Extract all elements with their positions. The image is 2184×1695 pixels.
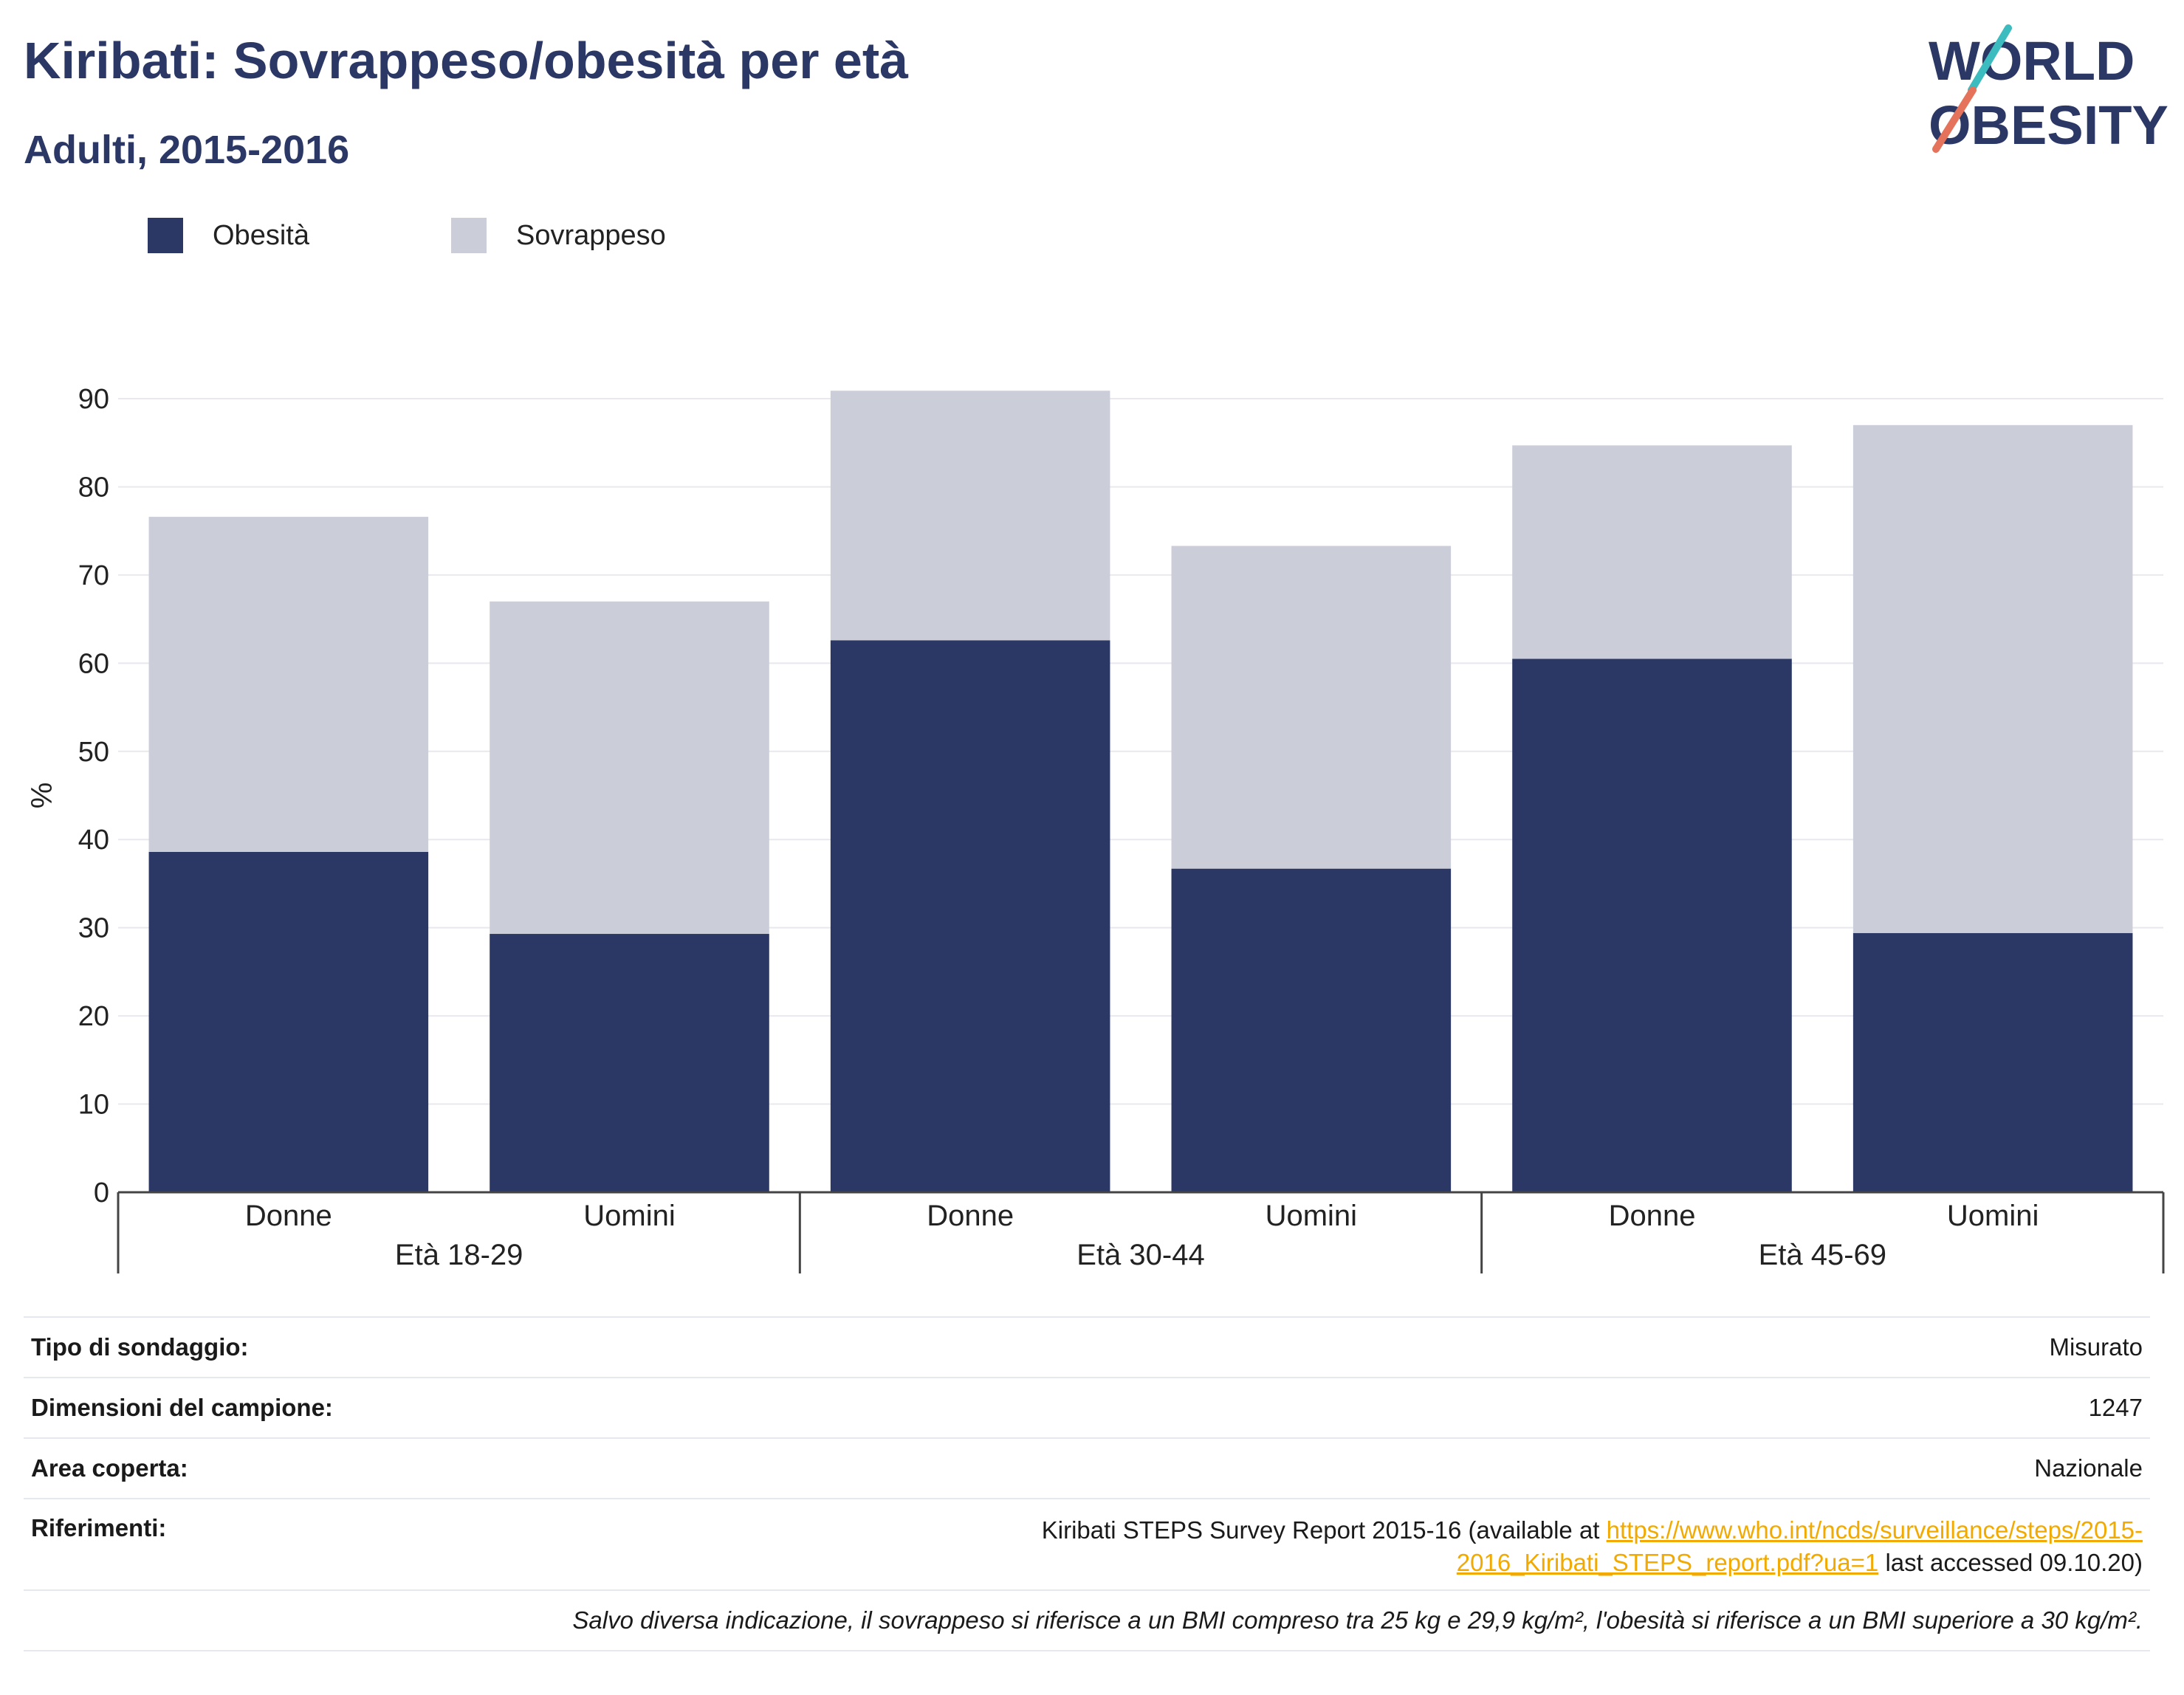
page-title: Kiribati: Sovrappeso/obesità per età xyxy=(24,32,909,89)
bar-obesity xyxy=(148,851,429,1192)
y-tick-label: 70 xyxy=(78,560,109,591)
y-axis-label: % xyxy=(26,783,58,809)
y-tick-label: 30 xyxy=(78,913,109,944)
y-tick-label: 10 xyxy=(78,1090,109,1121)
sample-size-label: Dimensioni del campione: xyxy=(24,1377,481,1438)
bar-obesity xyxy=(1512,659,1792,1192)
bar-overweight xyxy=(1852,424,2133,933)
references-suffix: last accessed 09.10.20) xyxy=(1878,1549,2143,1576)
info-row-note: Salvo diversa indicazione, il sovrappeso… xyxy=(24,1589,2150,1651)
y-tick-label: 60 xyxy=(78,648,109,679)
legend-swatch-obesity xyxy=(148,218,183,253)
bar-obesity xyxy=(1171,868,1452,1192)
info-row-area: Area coperta: Nazionale xyxy=(24,1437,2150,1499)
bar-obesity xyxy=(830,640,1110,1192)
y-tick-label: 90 xyxy=(78,384,109,415)
y-tick-label: 40 xyxy=(78,825,109,856)
bar-obesity xyxy=(490,934,769,1192)
x-group-label: Età 45-69 xyxy=(1759,1239,1886,1271)
info-row-survey-type: Tipo di sondaggio: Misurato xyxy=(24,1316,2150,1378)
survey-type-value: Misurato xyxy=(481,1316,2150,1378)
legend-label-obesity: Obesità xyxy=(213,219,309,251)
legend-item-obesity[interactable]: Obesità xyxy=(148,218,309,253)
legend-swatch-overweight xyxy=(451,218,487,253)
survey-type-label: Tipo di sondaggio: xyxy=(24,1316,481,1378)
y-tick-label: 80 xyxy=(78,472,109,503)
bar-overweight xyxy=(490,601,769,935)
svg-text:WORLD: WORLD xyxy=(1929,30,2135,92)
references-label: Riferimenti: xyxy=(24,1498,481,1590)
y-tick-label: 0 xyxy=(94,1177,109,1208)
area-label: Area coperta: xyxy=(24,1437,481,1499)
x-tick-label: Donne xyxy=(1609,1200,1696,1232)
info-row-sample-size: Dimensioni del campione: 1247 xyxy=(24,1377,2150,1438)
references-prefix: Kiribati STEPS Survey Report 2015-16 (av… xyxy=(1041,1516,1607,1544)
y-tick-label: 20 xyxy=(78,1001,109,1032)
x-tick-label: Uomini xyxy=(1947,1200,2039,1232)
legend-label-overweight: Sovrappeso xyxy=(516,219,666,251)
legend-item-overweight[interactable]: Sovrappeso xyxy=(451,218,666,253)
sample-size-value: 1247 xyxy=(481,1377,2150,1438)
bar-overweight xyxy=(1171,546,1452,869)
area-value: Nazionale xyxy=(481,1437,2150,1499)
bmi-definition-note: Salvo diversa indicazione, il sovrappeso… xyxy=(24,1589,2150,1651)
references-text: Kiribati STEPS Survey Report 2015-16 (av… xyxy=(489,1514,2143,1579)
bar-overweight xyxy=(1512,445,1792,659)
bar-obesity xyxy=(1852,932,2133,1192)
bar-overweight xyxy=(830,391,1110,641)
y-tick-label: 50 xyxy=(78,737,109,768)
bar-overweight xyxy=(148,517,429,852)
x-tick-label: Donne xyxy=(245,1200,332,1232)
world-obesity-logo: WORLD OBESITY xyxy=(1929,24,2168,155)
x-tick-label: Uomini xyxy=(583,1200,675,1232)
x-group-label: Età 30-44 xyxy=(1076,1239,1204,1271)
bar-chart: 0 10 20 30 40 50 60 70 80 90% Donne Uomini Donne Uomi… xyxy=(26,384,2165,1273)
x-group-label: Età 18-29 xyxy=(395,1239,523,1271)
x-tick-label: Donne xyxy=(927,1200,1014,1232)
x-tick-label: Uomini xyxy=(1266,1200,1357,1232)
page-subtitle: Adulti, 2015-2016 xyxy=(24,128,350,172)
references-link-part1[interactable]: https://www.who.int/ncds/surveillance/st… xyxy=(1606,1516,2143,1544)
info-row-references: Riferimenti: Kiribati STEPS Survey Repor… xyxy=(24,1498,2150,1590)
svg-text:OBESITY: OBESITY xyxy=(1929,94,2168,155)
survey-info-table: Tipo di sondaggio: Misurato Dimensioni d… xyxy=(24,1316,2150,1651)
references-link-part2[interactable]: 2016_Kiribati_STEPS_report.pdf?ua=1 xyxy=(1456,1549,1879,1576)
